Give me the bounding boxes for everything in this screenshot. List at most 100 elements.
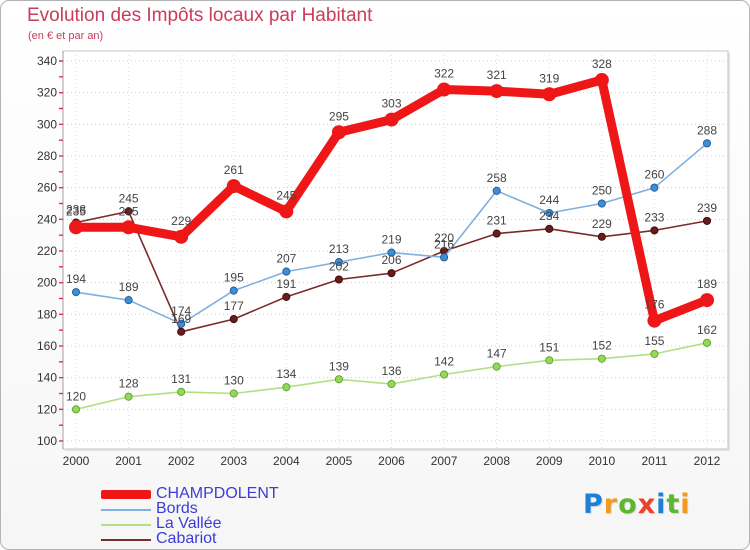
y-tick-label: 240 [37, 212, 57, 226]
y-tick-label: 140 [37, 371, 57, 385]
la-vallee-label-2012: 162 [697, 323, 717, 337]
chart-subtitle: (en € et par an) [28, 30, 104, 42]
la-vallee-label-2007: 142 [434, 355, 454, 369]
cabariot-point-2003 [229, 315, 238, 324]
legend-item-champdolent: CHAMPDOLENT [101, 485, 341, 502]
x-tick-label: 2003 [220, 454, 247, 468]
la-vallee-point-2011 [650, 349, 659, 358]
champdolent-label-2010: 328 [592, 57, 612, 71]
la-vallee-point-2006 [387, 379, 396, 389]
legend: CHAMPDOLENT Bords La Vallée Cabariot [101, 485, 341, 547]
y-tick-label: 200 [37, 276, 57, 290]
la-vallee-label-2011: 155 [644, 334, 664, 348]
bords-label-2003: 195 [224, 271, 244, 285]
bords-label-2001: 189 [119, 280, 139, 294]
bords-label-2006: 219 [381, 233, 401, 247]
bords-label-2012: 288 [697, 123, 717, 137]
cabariot-point-2012 [702, 216, 712, 225]
champdolent-point-2002 [174, 229, 189, 244]
data-labels: 120 128 131 130 134 139 136 142 147 151 152 155 162 2… [66, 57, 717, 403]
legend-label: Cabariot [156, 530, 217, 547]
cabariot-point-2004 [282, 292, 291, 301]
la-vallee-label-2002: 131 [171, 372, 191, 386]
la-vallee-label-2006: 136 [381, 364, 401, 378]
champdolent-point-2005 [331, 125, 346, 140]
cabariot-label-2012: 239 [697, 201, 717, 215]
bords-point-2000 [71, 288, 81, 297]
legend-swatch [101, 508, 151, 511]
y-tick-label: 320 [37, 86, 57, 100]
logo-letter: P [583, 489, 604, 520]
champdolent-label-2006: 303 [381, 97, 401, 111]
chart-title: Evolution des Impôts locaux par Habitant [27, 5, 373, 26]
cabariot-label-2009: 234 [539, 209, 559, 223]
bords-label-2000: 194 [66, 272, 86, 286]
legend-item-cabariot: Cabariot [101, 530, 341, 547]
logo-letter: x [637, 489, 657, 520]
la-vallee-label-2004: 134 [276, 367, 296, 381]
champdolent-point-2009 [542, 87, 557, 102]
bords-label-2004: 207 [276, 252, 296, 266]
la-vallee-point-2003 [229, 389, 238, 398]
y-tick-label: 300 [37, 117, 57, 131]
legend-swatch [101, 490, 151, 499]
bords-point-2008 [492, 186, 501, 195]
legend-label: CHAMPDOLENT [156, 485, 279, 502]
x-tick-label: 2001 [115, 454, 142, 468]
y-tick-label: 280 [37, 149, 57, 163]
legend-label: La Vallée [156, 515, 222, 532]
champdolent-point-2001 [121, 220, 136, 235]
champdolent-point-2011 [647, 313, 662, 328]
x-tick-label: 2002 [168, 454, 195, 468]
la-vallee-label-2010: 152 [592, 339, 612, 353]
champdolent-label-2011: 176 [644, 298, 664, 312]
la-vallee-point-2002 [177, 387, 186, 396]
bords-point-2002 [177, 319, 186, 328]
champdolent-label-2012: 189 [697, 277, 717, 291]
la-vallee-label-2009: 151 [539, 340, 559, 354]
cabariot-label-2002: 169 [171, 312, 191, 326]
bords-point-2009 [545, 208, 554, 218]
bords-label-2010: 250 [592, 184, 612, 198]
x-tick-label: 2010 [588, 454, 615, 468]
legend-item-la-vallee: La Vallée [101, 515, 341, 532]
bords-point-2005 [334, 258, 343, 267]
proxiti-logo: Proxiti [583, 489, 691, 520]
bords-point-2011 [650, 183, 659, 192]
champdolent-point-2012 [700, 293, 714, 308]
la-vallee-point-2001 [124, 392, 133, 401]
champdolent-label-2002: 229 [171, 214, 191, 228]
logo-letter: o [618, 489, 638, 520]
plot-area [62, 50, 729, 450]
champdolent-point-2007 [437, 82, 452, 97]
champdolent-label-2005: 295 [329, 109, 349, 123]
la-vallee-label-2001: 128 [119, 377, 139, 391]
la-vallee-label-2005: 139 [329, 359, 349, 373]
champdolent-label-2004: 245 [276, 188, 296, 202]
y-tick-label: 180 [37, 307, 57, 321]
series-lines [69, 73, 714, 414]
x-tick-label: 2005 [326, 454, 353, 468]
cabariot-label-2001: 245 [119, 191, 139, 205]
legend-swatch [101, 538, 151, 541]
cabariot-point-2010 [597, 232, 606, 241]
cabariot-label-2010: 229 [592, 217, 612, 231]
logo-letter: t [666, 489, 681, 520]
cabariot-point-2001 [124, 207, 133, 216]
champdolent-label-2009: 319 [539, 71, 559, 85]
bords-label-2008: 258 [487, 171, 507, 185]
y-tick-label: 220 [37, 244, 57, 258]
logo-letter: r [603, 489, 619, 520]
la-vallee-point-2009 [545, 356, 554, 365]
la-vallee-label-2000: 120 [66, 389, 86, 403]
bords-point-2006 [387, 248, 396, 257]
x-tick-label: 2012 [694, 454, 721, 468]
cabariot-point-2008 [492, 229, 501, 238]
y-tick-label: 260 [37, 181, 57, 195]
cabariot-label-2006: 206 [381, 253, 401, 267]
cabariot-label-2000: 238 [66, 203, 86, 217]
champdolent-point-2003 [226, 179, 241, 194]
cabariot-point-2005 [334, 275, 343, 284]
bords-point-2007 [440, 253, 449, 262]
